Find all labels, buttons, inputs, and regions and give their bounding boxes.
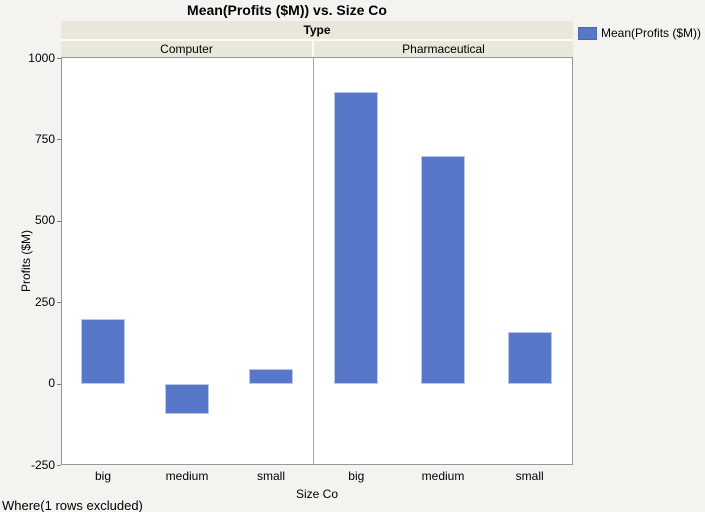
y-axis-tick-label: -250: [30, 457, 55, 472]
y-axis-tick-mark: [57, 58, 61, 59]
bar-computer-medium[interactable]: [165, 383, 209, 414]
bar-pharmaceutical-small[interactable]: [507, 332, 552, 384]
y-axis-tick-label: 250: [34, 294, 55, 309]
y-axis-tick-label: 0: [48, 376, 55, 391]
bar-computer-small[interactable]: [249, 368, 293, 384]
y-axis-label: Profits ($M): [19, 229, 33, 293]
where-clause-note: Where(1 rows excluded): [2, 498, 143, 512]
facet-header-bands: Type Computer Pharmaceutical: [61, 21, 573, 57]
plot-area[interactable]: [61, 57, 573, 465]
y-axis-tick-mark: [57, 139, 61, 140]
legend-swatch-icon[interactable]: [578, 26, 597, 40]
x-axis-tick-label: big: [348, 469, 365, 483]
x-axis-tick-label: small: [256, 469, 285, 483]
facet-group-pharmaceutical: Pharmaceutical: [314, 41, 573, 57]
x-axis-label: Size Co: [295, 487, 339, 501]
y-axis-tick-label: 1000: [28, 50, 55, 65]
bar-pharmaceutical-big[interactable]: [334, 92, 379, 384]
y-axis-tick-mark: [57, 384, 61, 385]
chart-title: Mean(Profits ($M)) vs. Size Co: [187, 2, 387, 18]
bar-computer-big[interactable]: [81, 318, 125, 384]
y-axis-tick-mark: [57, 465, 61, 466]
x-axis-tick-label: small: [515, 469, 544, 483]
legend-label: Mean(Profits ($M)): [601, 26, 702, 40]
x-axis-tick-label: medium: [165, 469, 209, 483]
legend: Mean(Profits ($M)): [578, 26, 701, 40]
facet-group-computer: Computer: [61, 41, 312, 57]
facet-type-header: Type: [61, 21, 573, 39]
x-axis-tick-label: medium: [421, 469, 465, 483]
bar-pharmaceutical-medium[interactable]: [421, 155, 465, 384]
y-axis-tick-mark: [57, 221, 61, 222]
panel-divider: [313, 58, 314, 464]
y-axis-tick-label: 500: [34, 213, 55, 228]
y-axis-tick-mark: [57, 302, 61, 303]
y-axis-tick-label: 750: [34, 131, 55, 146]
x-axis-tick-label: big: [94, 469, 111, 483]
